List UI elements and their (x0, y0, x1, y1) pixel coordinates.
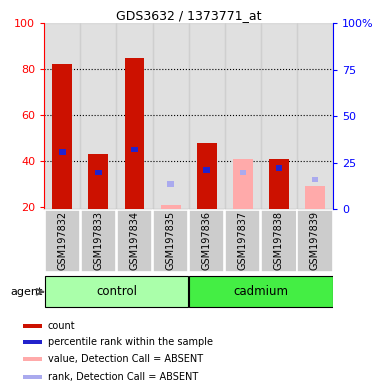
Bar (197, 142, 217, 209)
Bar (239, 170, 246, 175)
Bar (189, 23, 225, 209)
Bar (125, 58, 144, 209)
Bar (116, 23, 152, 209)
Bar (23, 357, 42, 361)
Text: value, Detection Call = ABSENT: value, Detection Call = ABSENT (48, 354, 203, 364)
Text: count: count (48, 321, 75, 331)
Bar (225, 23, 261, 209)
Text: GSM197832: GSM197832 (57, 211, 67, 270)
Bar (305, 186, 325, 209)
Bar (153, 210, 188, 272)
Bar (44, 23, 80, 209)
Bar (167, 181, 174, 187)
Bar (312, 177, 318, 182)
Bar (203, 167, 210, 173)
Bar (297, 210, 333, 272)
Text: GSM197833: GSM197833 (94, 211, 104, 270)
Bar (89, 154, 108, 209)
Bar (52, 65, 72, 209)
Bar (23, 340, 42, 344)
Text: rank, Detection Call = ABSENT: rank, Detection Call = ABSENT (48, 372, 198, 382)
Text: agent: agent (10, 287, 42, 297)
Bar (189, 276, 333, 307)
Text: GSM197835: GSM197835 (166, 211, 176, 270)
Bar (95, 170, 102, 175)
Text: GSM197836: GSM197836 (202, 211, 212, 270)
Text: cadmium: cadmium (233, 285, 288, 298)
Bar (269, 159, 289, 209)
Bar (80, 23, 116, 209)
Text: percentile rank within the sample: percentile rank within the sample (48, 338, 213, 348)
Bar (45, 276, 188, 307)
Bar (233, 159, 253, 209)
Title: GDS3632 / 1373771_at: GDS3632 / 1373771_at (116, 9, 261, 22)
Bar (261, 210, 296, 272)
Text: GSM197839: GSM197839 (310, 211, 320, 270)
Text: GSM197838: GSM197838 (274, 211, 284, 270)
Bar (189, 210, 224, 272)
Text: GSM197834: GSM197834 (129, 211, 139, 270)
Bar (81, 210, 116, 272)
Bar (225, 210, 261, 272)
Bar (45, 210, 80, 272)
Bar (59, 149, 65, 155)
Bar (117, 210, 152, 272)
Bar (261, 23, 297, 209)
Text: GSM197837: GSM197837 (238, 211, 248, 270)
Bar (152, 23, 189, 209)
Text: control: control (96, 285, 137, 298)
Bar (131, 147, 138, 152)
Bar (23, 375, 42, 379)
Bar (23, 324, 42, 328)
Bar (276, 165, 282, 171)
Bar (161, 205, 181, 209)
Bar (297, 23, 333, 209)
